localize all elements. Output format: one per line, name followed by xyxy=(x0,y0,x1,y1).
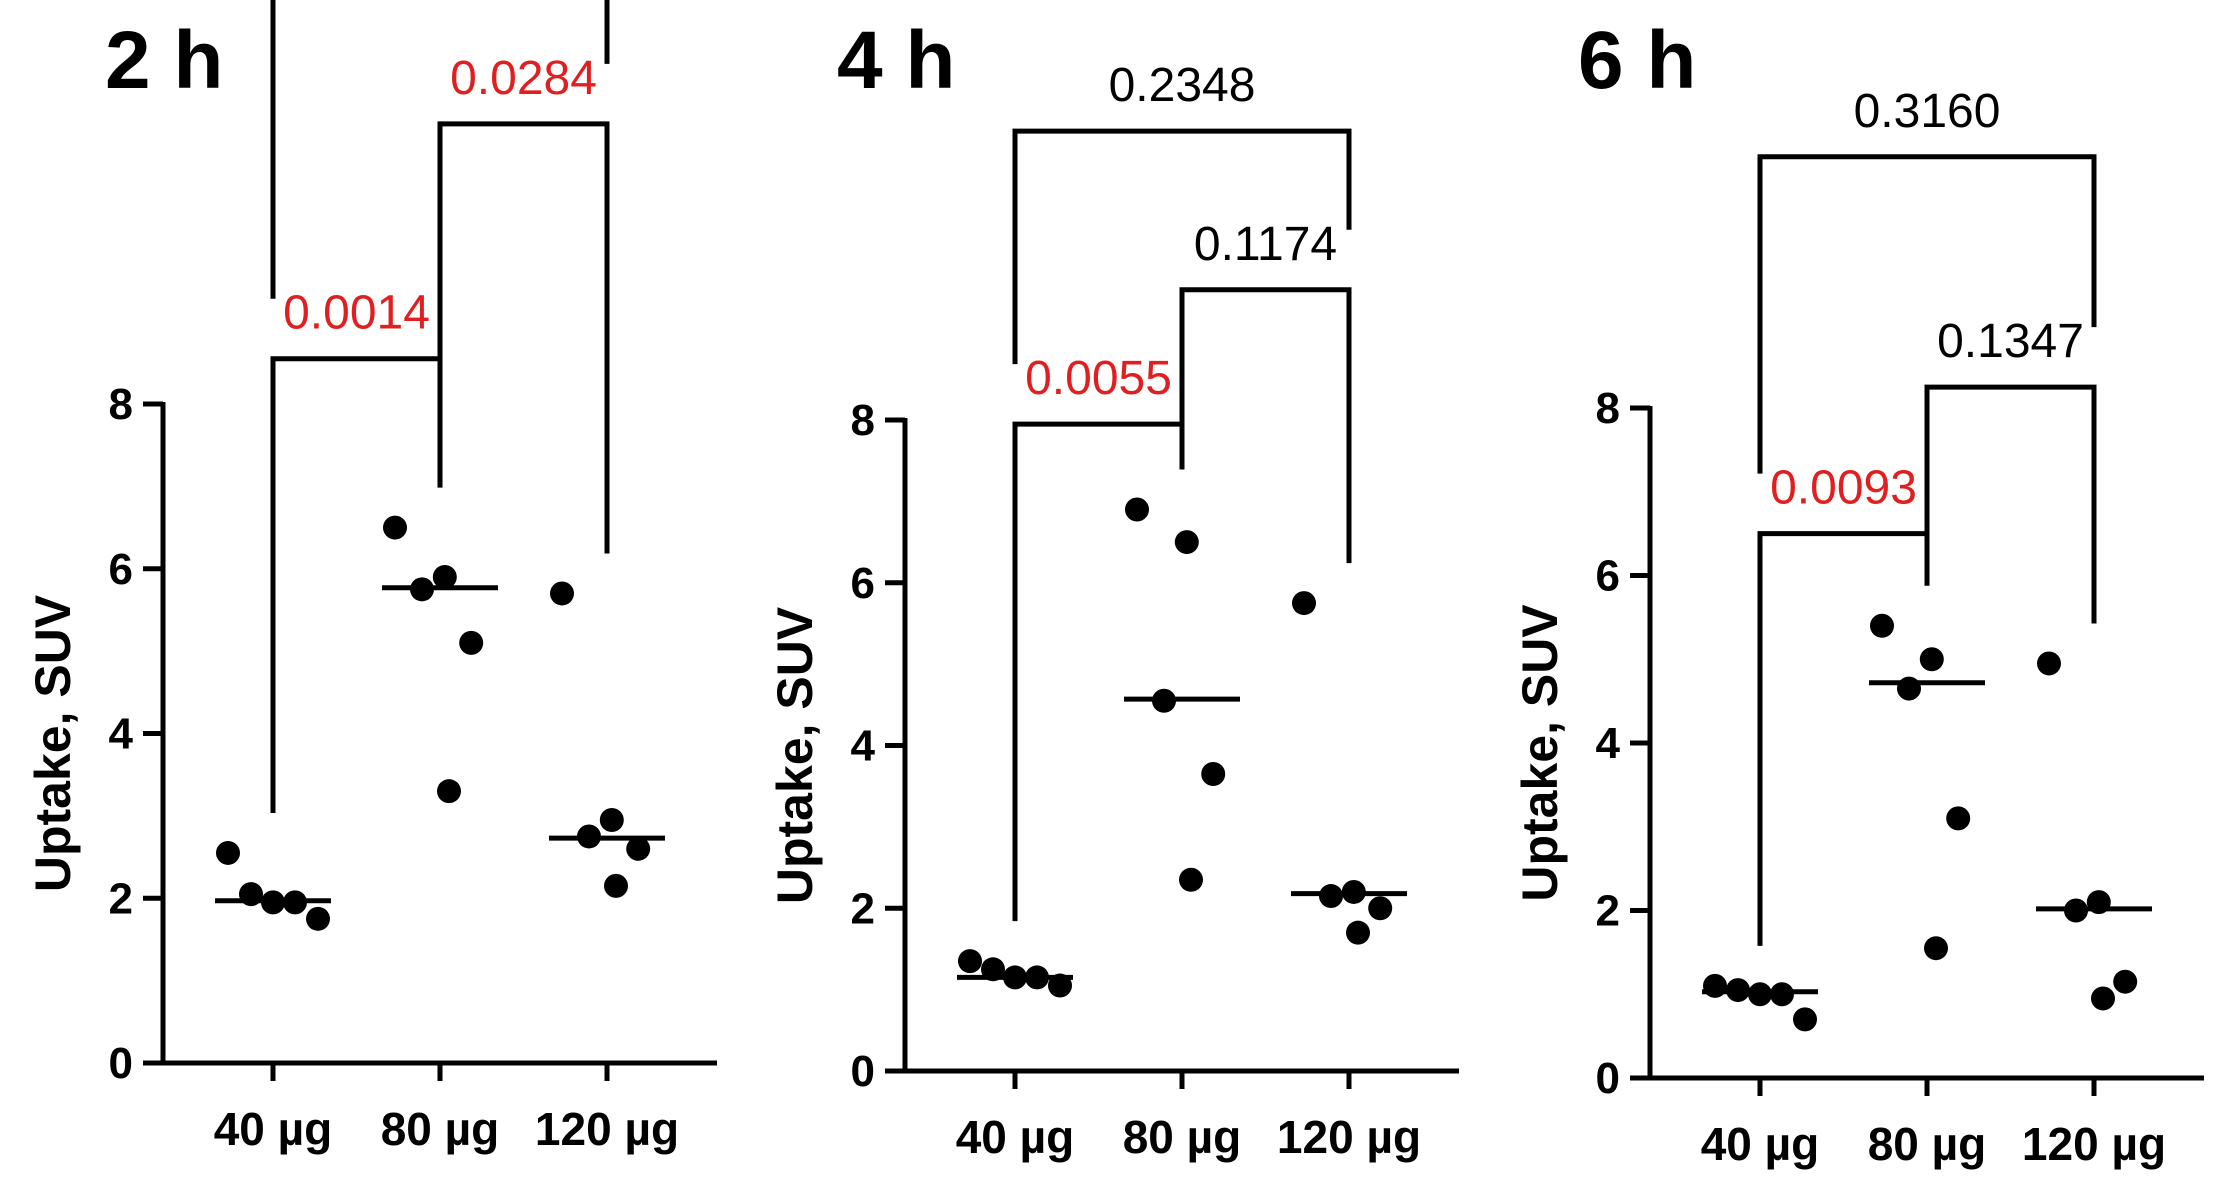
category-label: 40 µg xyxy=(956,1111,1075,1163)
p-value-label: 0.3160 xyxy=(1854,85,2001,138)
comparison-bracket xyxy=(270,356,443,813)
category-label: 80 µg xyxy=(1868,1118,1987,1170)
data-point xyxy=(1946,806,1971,831)
comparison-bracket xyxy=(437,121,610,554)
panel-title: 4 h xyxy=(837,15,955,106)
data-point xyxy=(1368,896,1393,921)
data-point xyxy=(2037,651,2061,676)
data-point xyxy=(626,836,651,861)
comparison-bracket xyxy=(1924,384,2097,624)
data-point xyxy=(1174,530,1199,555)
y-tick-label: 6 xyxy=(851,559,875,608)
category-label: 120 µg xyxy=(1277,1111,1421,1163)
y-tick-label: 8 xyxy=(109,380,133,429)
panel-2h: 2 h 0 2 4 6 8 Uptake, SUV 40 µg 80 µg 120 µg 0.001… xyxy=(25,0,717,1155)
p-value-label: 0.0055 xyxy=(1025,352,1172,405)
data-point xyxy=(1125,497,1149,522)
comparison-bracket xyxy=(1179,287,1352,564)
category-label: 80 µg xyxy=(381,1103,500,1155)
category-label: 120 µg xyxy=(535,1103,679,1155)
panel-title: 2 h xyxy=(105,15,223,106)
data-point xyxy=(459,630,484,655)
data-point xyxy=(604,873,628,898)
y-tick-label: 6 xyxy=(1596,552,1620,601)
data-point xyxy=(2091,986,2115,1011)
data-point xyxy=(432,564,457,589)
y-tick-label: 4 xyxy=(1596,719,1621,768)
y-axis-label: Uptake, SUV xyxy=(767,606,823,904)
data-point xyxy=(1770,982,1794,1007)
data-point xyxy=(1201,761,1226,786)
p-value-label: 0.0284 xyxy=(450,52,597,105)
y-tick-label: 2 xyxy=(851,884,875,933)
data-point xyxy=(306,906,330,931)
y-tick-label: 4 xyxy=(851,722,876,771)
y-tick-label: 0 xyxy=(109,1039,133,1088)
data-point xyxy=(1703,973,1727,998)
y-tick-label: 2 xyxy=(109,874,133,923)
y-axis-label: Uptake, SUV xyxy=(1512,604,1568,902)
p-value-label: 0.0014 xyxy=(283,287,430,340)
y-tick-label: 8 xyxy=(851,396,875,445)
data-point xyxy=(1924,936,1948,961)
data-point xyxy=(1919,647,1944,672)
comparison-bracket xyxy=(1757,154,2097,474)
data-point xyxy=(437,779,461,804)
y-tick-label: 2 xyxy=(1596,887,1620,936)
y-tick-label: 6 xyxy=(109,545,133,594)
p-value-label: 0.0093 xyxy=(1770,462,1917,515)
data-point xyxy=(958,949,982,974)
data-point xyxy=(216,840,240,865)
category-label: 80 µg xyxy=(1123,1111,1242,1163)
comparison-bracket xyxy=(1012,128,1352,365)
category-label: 120 µg xyxy=(2022,1118,2166,1170)
data-point xyxy=(550,581,574,606)
data-point xyxy=(1179,867,1203,892)
category-label: 40 µg xyxy=(214,1103,333,1155)
y-tick-label: 8 xyxy=(1596,384,1620,433)
panel-4h: 4 h 0 2 4 6 8 Uptake, SUV 40 µg 80 µg 120 µg 0.005… xyxy=(767,15,1459,1163)
y-tick-label: 0 xyxy=(851,1047,875,1096)
panel-title: 6 h xyxy=(1578,15,1696,106)
p-value-label: 0.1347 xyxy=(1937,315,2084,368)
data-point xyxy=(1346,920,1370,945)
p-value-label: 0.1174 xyxy=(1194,218,1337,271)
category-label: 40 µg xyxy=(1701,1118,1820,1170)
data-point xyxy=(1897,676,1921,701)
comparison-bracket xyxy=(1757,531,1930,946)
data-point xyxy=(383,515,407,540)
data-point xyxy=(1870,613,1894,638)
data-point xyxy=(1793,1007,1817,1032)
y-tick-label: 4 xyxy=(109,710,134,759)
data-point xyxy=(2113,969,2138,994)
data-point xyxy=(599,807,624,832)
comparison-bracket xyxy=(270,0,610,299)
data-point xyxy=(1748,982,1772,1007)
y-axis-label: Uptake, SUV xyxy=(25,594,81,892)
y-tick-label: 0 xyxy=(1596,1054,1620,1103)
panel-6h: 6 h 0 2 4 6 8 Uptake, SUV 40 µg 80 µg 120 µg 0.009… xyxy=(1512,15,2204,1170)
comparison-bracket xyxy=(1012,421,1185,922)
data-point xyxy=(1292,591,1316,616)
p-value-label: 0.2348 xyxy=(1109,59,1256,112)
